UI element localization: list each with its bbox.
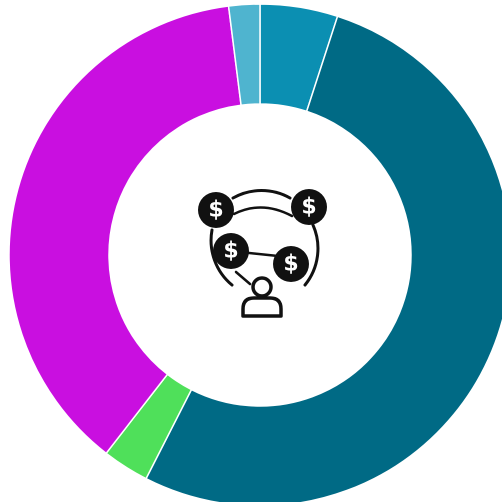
dollar-sign-icon: $ [283, 252, 298, 277]
dollar-coin-icon: $ [198, 192, 234, 228]
dollar-sign-icon: $ [208, 198, 223, 223]
dollar-sign-icon: $ [301, 195, 316, 220]
dollar-coin-icon: $ [273, 246, 309, 282]
dollar-coin-icon: $ [213, 233, 249, 269]
dollar-sign-icon: $ [223, 239, 238, 264]
dollar-coin-icon: $ [291, 189, 327, 225]
